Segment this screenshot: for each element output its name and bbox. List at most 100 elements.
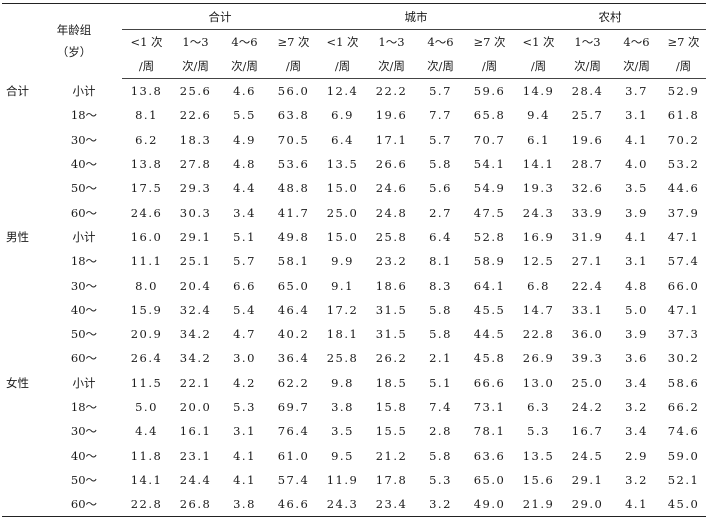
value-cell: 11.5 xyxy=(130,375,163,390)
sex-label xyxy=(2,176,46,200)
value-cell: 12.5 xyxy=(522,254,555,269)
value-cell: 9.9 xyxy=(331,254,354,269)
value-cell: 65.8 xyxy=(473,108,506,123)
frequency-col-header: ≥7 次/周 xyxy=(465,29,514,79)
value-cell: 3.1 xyxy=(625,108,648,123)
value-cell: 31.9 xyxy=(571,229,604,244)
value-cell: 13.5 xyxy=(522,448,555,463)
value-cell: 58.6 xyxy=(667,375,700,390)
value-cell: 27.8 xyxy=(179,157,212,172)
value-cell: 33.1 xyxy=(571,302,604,317)
value-cell: 4.1 xyxy=(233,448,256,463)
value-cell: 26.9 xyxy=(522,351,555,366)
value-cell: 8.3 xyxy=(429,278,452,293)
value-cell: 3.0 xyxy=(233,351,256,366)
value-cell: 5.3 xyxy=(527,424,550,439)
sex-label xyxy=(2,322,46,346)
frequency-col-header-top: ≥7 次 xyxy=(473,35,506,49)
value-cell: 24.6 xyxy=(130,205,163,220)
value-cell: 27.1 xyxy=(571,254,604,269)
frequency-col-header: ≥7 次/周 xyxy=(269,29,318,79)
age-label: 50～ xyxy=(70,327,98,342)
value-cell: 5.6 xyxy=(429,181,452,196)
value-cell: 70.5 xyxy=(277,132,310,147)
table-row: 18～ 8.1 22.6 5.5 63.8 6.9 19.6 7.7 65.8 9.4 25.7 3.… xyxy=(2,103,706,127)
value-cell: 26.8 xyxy=(171,492,220,518)
sex-label xyxy=(2,273,46,297)
value-cell: 6.6 xyxy=(233,278,256,293)
group-header-rural: 农村 xyxy=(514,3,706,30)
value-cell: 7.4 xyxy=(429,400,452,414)
value-cell: 39.3 xyxy=(571,351,604,366)
sex-label xyxy=(2,492,46,518)
value-cell: 14.1 xyxy=(522,157,555,172)
value-cell: 5.3 xyxy=(429,472,452,487)
table-row: 50～ 17.5 29.3 4.4 48.8 15.0 24.6 5.6 54.9 19.3 32.… xyxy=(2,176,706,200)
value-cell: 4.1 xyxy=(625,229,648,244)
value-cell: 15.0 xyxy=(326,181,359,196)
value-cell: 3.1 xyxy=(233,424,256,439)
value-cell: 29.0 xyxy=(563,492,612,518)
value-cell: 4.6 xyxy=(233,84,256,99)
frequency-col-header-top: 4～6 xyxy=(231,35,258,49)
table-row: 男性 小计 16.0 29.1 5.1 49.8 15.0 25.8 6.4 52.8 16.9 31… xyxy=(2,225,706,249)
value-cell: 16.7 xyxy=(571,424,604,439)
value-cell: 25.1 xyxy=(179,254,212,269)
value-cell: 18.5 xyxy=(375,375,408,390)
value-cell: 5.0 xyxy=(625,302,648,317)
value-cell: 6.2 xyxy=(135,132,158,147)
value-cell: 3.2 xyxy=(625,400,648,414)
value-cell: 23.4 xyxy=(367,492,416,518)
frequency-header-row: <1 次/周 1～3 次/周 4～6 次/周 ≥7 次/周 <1 次/周 1～3 次/周 4～6 次… xyxy=(2,29,706,79)
sex-label: 女性 xyxy=(6,375,29,390)
value-cell: 4.4 xyxy=(135,424,158,439)
value-cell: 45.0 xyxy=(661,492,706,518)
frequency-col-header-top: <1 次 xyxy=(326,35,359,49)
age-label: 40～ xyxy=(70,157,98,172)
frequency-col-header: ≥7 次/周 xyxy=(661,29,706,79)
value-cell: 17.2 xyxy=(326,302,359,317)
value-cell: 32.4 xyxy=(179,302,212,317)
frequency-col-header: 4～6 次/周 xyxy=(612,29,661,79)
value-cell: 74.6 xyxy=(667,424,700,439)
value-cell: 15.6 xyxy=(522,472,555,487)
value-cell: 33.9 xyxy=(571,205,604,220)
sex-label: 男性 xyxy=(6,229,29,244)
value-cell: 14.1 xyxy=(130,472,163,487)
value-cell: 9.5 xyxy=(331,448,354,463)
value-cell: 41.7 xyxy=(277,205,310,220)
value-cell: 4.4 xyxy=(233,181,256,196)
frequency-col-header-bottom: 次/周 xyxy=(574,59,601,73)
age-label: 小计 xyxy=(72,375,96,390)
value-cell: 5.4 xyxy=(233,302,256,317)
value-cell: 5.7 xyxy=(233,254,256,269)
value-cell: 8.1 xyxy=(135,108,158,123)
value-cell: 4.8 xyxy=(625,278,648,293)
value-cell: 19.6 xyxy=(571,132,604,147)
frequency-col-header: 1～3 次/周 xyxy=(367,29,416,79)
value-cell: 61.0 xyxy=(277,448,310,463)
value-cell: 59.0 xyxy=(667,448,700,463)
table-row: 60～ 24.6 30.3 3.4 41.7 25.0 24.8 2.7 47.5 24.3 33.… xyxy=(2,200,706,224)
value-cell: 22.4 xyxy=(571,278,604,293)
value-cell: 44.5 xyxy=(473,327,506,342)
value-cell: 31.5 xyxy=(375,302,408,317)
value-cell: 65.0 xyxy=(473,472,506,487)
age-label: 小计 xyxy=(72,229,96,244)
value-cell: 22.1 xyxy=(179,375,212,390)
value-cell: 3.8 xyxy=(331,400,354,414)
group-header-total: 合计 xyxy=(122,3,318,30)
value-cell: 49.0 xyxy=(465,492,514,518)
age-label: 小计 xyxy=(72,83,96,98)
value-cell: 7.7 xyxy=(429,108,452,123)
value-cell: 5.8 xyxy=(429,302,452,317)
value-cell: 76.4 xyxy=(277,424,310,439)
value-cell: 5.8 xyxy=(429,157,452,172)
age-label: 30～ xyxy=(70,278,98,293)
value-cell: 73.1 xyxy=(473,400,506,414)
age-label: 60～ xyxy=(70,205,98,220)
age-label: 18～ xyxy=(70,108,98,123)
value-cell: 21.2 xyxy=(375,448,408,463)
sex-label xyxy=(2,298,46,322)
value-cell: 34.2 xyxy=(179,327,212,342)
